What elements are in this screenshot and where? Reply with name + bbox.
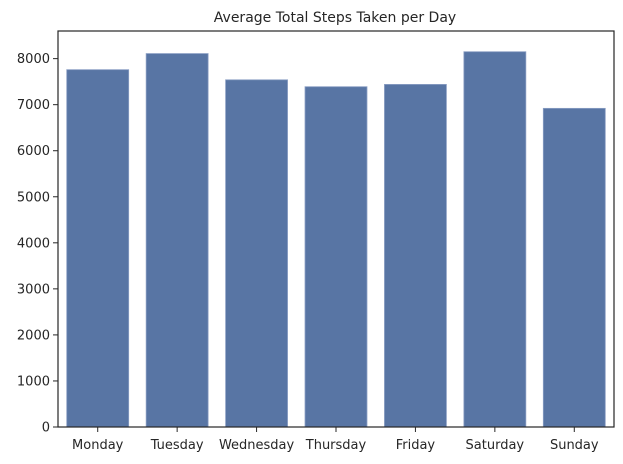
bar-tuesday [145, 53, 209, 428]
x-tick-label: Sunday [550, 438, 599, 453]
bar-thursday [304, 86, 368, 428]
bar-friday [384, 84, 447, 428]
x-tick-label: Wednesday [219, 438, 295, 453]
x-tick-label: Tuesday [150, 438, 204, 453]
bar-wednesday [225, 79, 288, 428]
y-tick-label: 3000 [17, 282, 50, 297]
x-tick-label: Monday [72, 438, 124, 453]
y-tick-label: 7000 [17, 98, 50, 113]
bar-saturday [463, 51, 527, 428]
y-tick-label: 5000 [17, 190, 50, 205]
bar-monday [66, 69, 130, 428]
x-tick-label: Saturday [466, 438, 525, 453]
y-tick-label: 8000 [17, 52, 50, 67]
chart-title: Average Total Steps Taken per Day [214, 10, 456, 26]
bar-sunday [542, 107, 606, 428]
y-tick-label: 4000 [17, 236, 50, 251]
y-tick-label: 1000 [17, 374, 50, 389]
y-tick-label: 6000 [17, 144, 50, 159]
y-tick-label: 2000 [17, 328, 50, 343]
y-tick-label: 0 [42, 421, 50, 436]
axes-frame [57, 30, 615, 428]
bar-series [66, 51, 606, 428]
x-axis: Monday Tuesday Wednesday Thursday Friday Satu… [72, 427, 599, 453]
x-tick-label: Friday [396, 438, 436, 453]
x-tick-label: Thursday [305, 438, 367, 453]
plot-frame [57, 30, 615, 428]
y-axis: 0 1000 2000 3000 4000 5000 6000 7000 8000 [17, 52, 58, 436]
